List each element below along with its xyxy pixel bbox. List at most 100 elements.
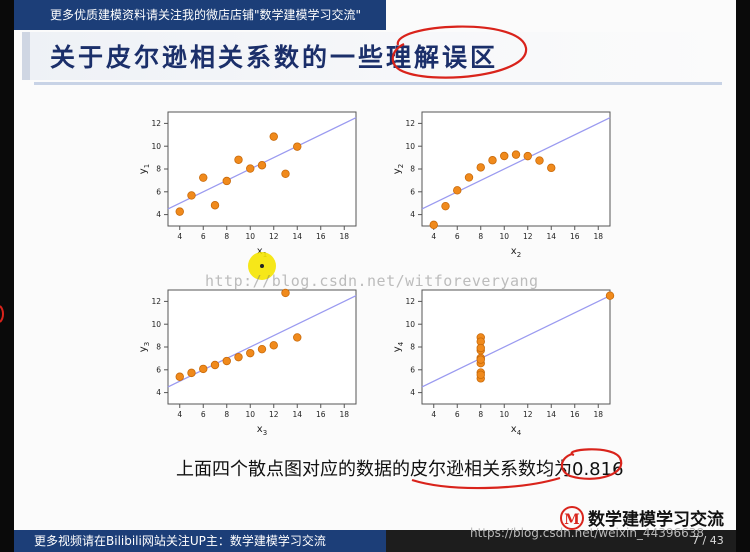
data-point	[246, 348, 255, 358]
chart-1: 46810121416184681012x1y1	[138, 111, 357, 280]
data-point	[175, 372, 184, 381]
x-axis-label: x3	[257, 424, 267, 437]
data-point	[210, 360, 220, 370]
data-point	[257, 344, 267, 354]
data-point	[234, 352, 243, 362]
data-point	[199, 173, 208, 182]
data-point	[464, 173, 474, 182]
data-point	[500, 151, 509, 161]
plot-frame	[421, 289, 611, 405]
data-point	[523, 151, 532, 161]
footer-bar	[386, 530, 736, 552]
x-tick-label: 14	[546, 410, 556, 419]
x-tick-label: 18	[339, 410, 349, 419]
y-tick-label: 4	[410, 210, 415, 219]
y-tick-label: 12	[151, 119, 161, 128]
data-point	[488, 156, 497, 165]
data-point	[476, 343, 485, 353]
x-tick-label: 12	[523, 410, 533, 419]
y-tick-label: 8	[156, 165, 161, 174]
x-tick-label: 10	[245, 410, 255, 419]
x-tick-label: 4	[177, 410, 182, 419]
x-tick-label: 16	[316, 410, 326, 419]
regression-line	[167, 295, 357, 388]
watermark-url: https://blog.csdn.net/weixin_44396638	[470, 526, 705, 540]
y-axis-label: y2	[392, 164, 405, 174]
y-tick-label: 10	[151, 320, 161, 329]
y-tick-label: 12	[405, 119, 415, 128]
x-tick-label: 6	[201, 410, 206, 419]
data-point	[210, 201, 220, 210]
y-tick-label: 4	[410, 388, 415, 397]
x-axis-label: x4	[511, 424, 522, 437]
x-tick-label: 14	[292, 232, 302, 241]
bottom-banner: 更多视频请在Bilibili网站关注UP主：数学建模学习交流	[14, 530, 386, 552]
title-band	[22, 32, 722, 80]
data-point	[269, 132, 278, 141]
x-tick-label: 18	[593, 410, 603, 419]
y-tick-label: 8	[410, 165, 415, 174]
y-tick-label: 6	[156, 187, 161, 196]
x-tick-label: 10	[499, 232, 509, 241]
data-point	[605, 291, 615, 300]
x-tick-label: 8	[478, 410, 483, 419]
y-tick-label: 10	[405, 142, 415, 151]
x-tick-label: 6	[201, 232, 206, 241]
data-point	[476, 355, 485, 364]
y-tick-label: 8	[410, 343, 415, 352]
data-point	[199, 364, 208, 374]
y-axis-label: y3	[138, 342, 151, 352]
y-tick-label: 8	[156, 343, 161, 352]
data-point	[187, 191, 196, 200]
y-tick-label: 4	[156, 388, 161, 397]
watermark-blog: http://blog.csdn.net/witforeveryang	[205, 272, 539, 290]
x-tick-label: 16	[316, 232, 326, 241]
data-point	[511, 150, 521, 159]
caption-text: 上面四个散点图对应的数据的皮尔逊相关系数均为	[176, 459, 572, 480]
x-tick-label: 8	[478, 232, 483, 241]
data-point	[257, 161, 267, 170]
logo: M 数学建模学习交流	[560, 505, 724, 530]
x-tick-label: 8	[224, 410, 229, 419]
data-point	[222, 356, 231, 366]
y-tick-label: 6	[410, 187, 415, 196]
y-tick-label: 4	[156, 210, 161, 219]
x-tick-label: 14	[546, 232, 556, 241]
data-point	[234, 155, 243, 164]
x-tick-label: 18	[339, 232, 349, 241]
data-point	[269, 341, 278, 350]
data-point	[535, 156, 544, 165]
x-tick-label: 10	[245, 232, 255, 241]
data-point	[222, 176, 231, 186]
y-tick-label: 10	[405, 320, 415, 329]
data-point	[187, 368, 196, 378]
y-axis-label: y1	[138, 164, 151, 174]
x-tick-label: 12	[269, 232, 279, 241]
logo-mark-icon: M	[560, 505, 584, 530]
regression-line	[421, 295, 611, 388]
data-point	[453, 186, 462, 195]
data-point	[476, 163, 485, 172]
y-tick-label: 12	[151, 297, 161, 306]
data-point	[547, 163, 556, 173]
x-tick-label: 6	[455, 232, 460, 241]
x-tick-label: 16	[570, 232, 580, 241]
x-tick-label: 10	[499, 410, 509, 419]
x-tick-label: 12	[269, 410, 279, 419]
data-point	[246, 164, 255, 173]
logo-text: 数学建模学习交流	[588, 510, 724, 530]
data-point	[429, 220, 438, 230]
x-axis-label: x2	[511, 246, 521, 259]
x-tick-label: 4	[431, 410, 436, 419]
data-point	[281, 288, 290, 298]
regression-line	[421, 117, 611, 210]
y-tick-label: 10	[151, 142, 161, 151]
data-point	[175, 207, 184, 216]
title-divider	[34, 82, 722, 85]
x-tick-label: 4	[177, 232, 182, 241]
x-tick-label: 4	[431, 232, 436, 241]
top-banner: 更多优质建模资料请关注我的微店店铺"数学建模学习交流"	[14, 0, 386, 30]
